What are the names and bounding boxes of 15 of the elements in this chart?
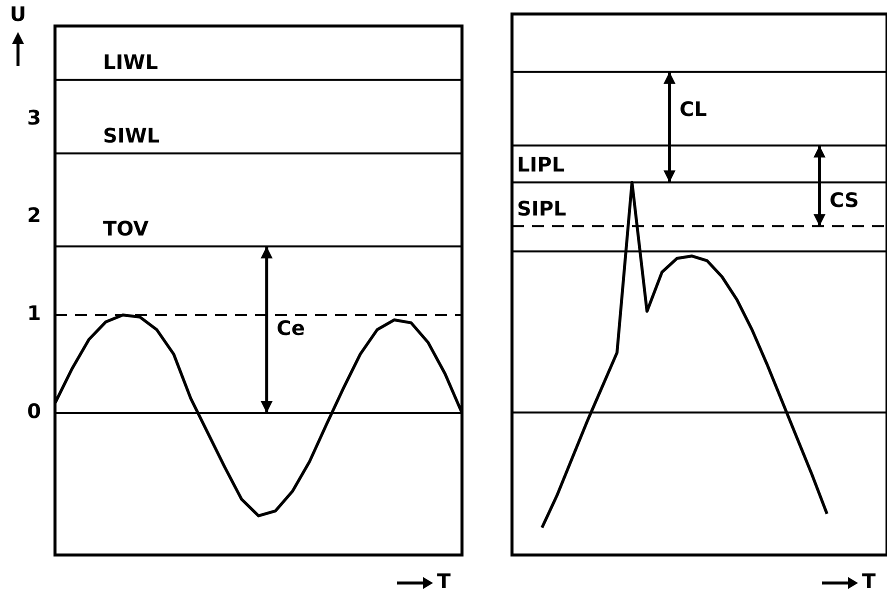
y-tick-label: 2 — [27, 203, 41, 228]
ref-line-label: SIWL — [103, 124, 160, 148]
annotation: Ce — [276, 316, 305, 340]
ref-line-label: SIPL — [517, 196, 567, 220]
ref-line-label: TOV — [103, 216, 150, 241]
x-axis-title: T — [862, 569, 876, 594]
y-tick-label: 0 — [27, 399, 41, 424]
text: CL — [680, 96, 708, 121]
y-axis-title: U — [10, 2, 26, 26]
x-axis-title: T — [437, 569, 451, 594]
annotation: CS — [830, 188, 859, 212]
y-tick-label: 3 — [27, 105, 41, 130]
ref-line-label: LIPL — [517, 152, 565, 177]
ref-line-label: LIWL — [103, 50, 158, 74]
y-tick-label: 1 — [27, 301, 41, 326]
